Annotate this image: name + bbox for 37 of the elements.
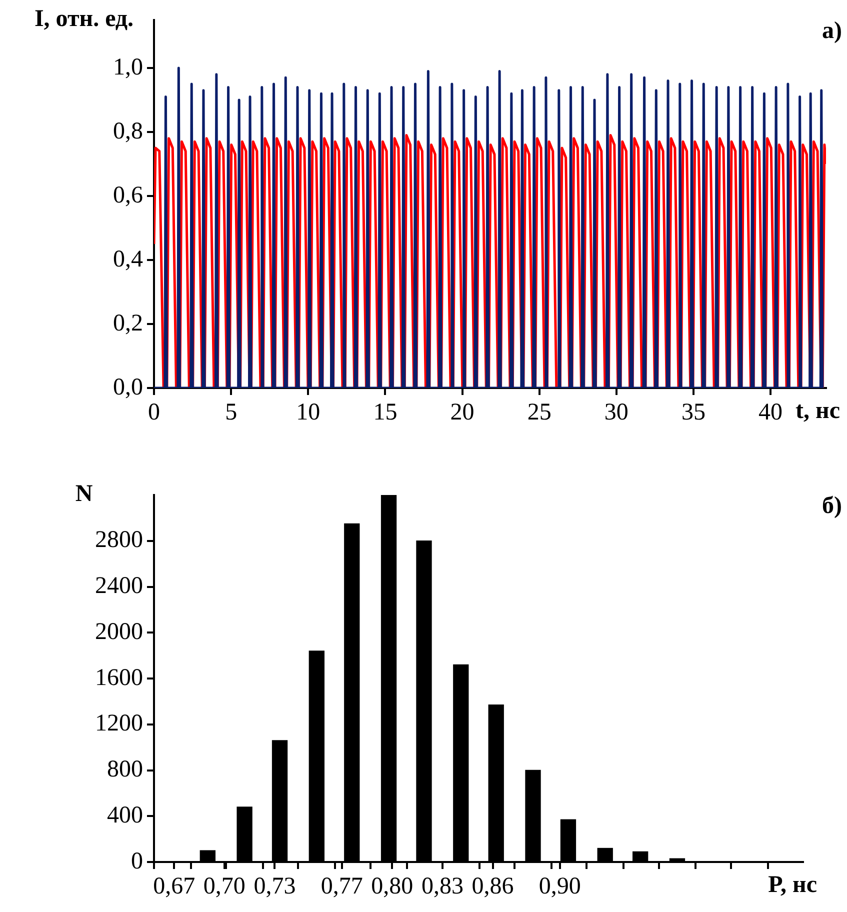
y-tick-label: 0,8 [113,118,143,144]
x-tick-label: 0,77 [320,874,363,900]
x-tick-label: 20 [450,400,474,426]
y-tick-label: 1,0 [113,54,143,80]
y-tick-label: 2400 [95,573,143,600]
x-tick-label: 0,67 [153,874,196,900]
x-tick-label: 35 [681,400,706,426]
x-tick-label: 30 [604,400,628,426]
x-tick-label: 40 [758,400,783,426]
y-tick-label: 0,4 [113,246,143,272]
annotation: а) [822,18,842,44]
x-tick-label: 0,90 [538,874,581,900]
y-axis-title: N [75,481,94,508]
y-tick-label: 1200 [95,710,143,737]
y-tick-label: 0,0 [113,374,143,400]
x-tick-label: 0,83 [421,874,464,900]
y-tick-label: 400 [107,802,143,828]
y-axis-title: I, отн. ед. [34,6,134,32]
y-tick-label: 0,2 [113,310,143,336]
y-tick-label: 1600 [95,664,143,691]
x-tick-label: 0,73 [254,874,296,900]
x-tick-label: 15 [373,400,398,426]
x-tick-label: 10 [296,400,320,426]
x-axis-title: P, нс [768,872,818,898]
x-tick-label: 5 [225,400,238,426]
y-tick-label: 2800 [95,527,143,554]
y-tick-label: 0,6 [113,182,143,208]
x-tick-label: 0,86 [472,874,514,900]
x-tick-label: 25 [527,400,552,426]
y-tick-label: 2000 [95,618,143,645]
text: б) [822,493,842,520]
y-tick-label: 800 [107,756,143,783]
x-axis-title: t, нс [796,398,840,424]
y-tick-label: 0 [131,848,143,874]
x-tick-label: 0 [148,400,160,426]
x-tick-label: 0,70 [203,874,246,900]
x-tick-label: 0,80 [371,874,414,900]
